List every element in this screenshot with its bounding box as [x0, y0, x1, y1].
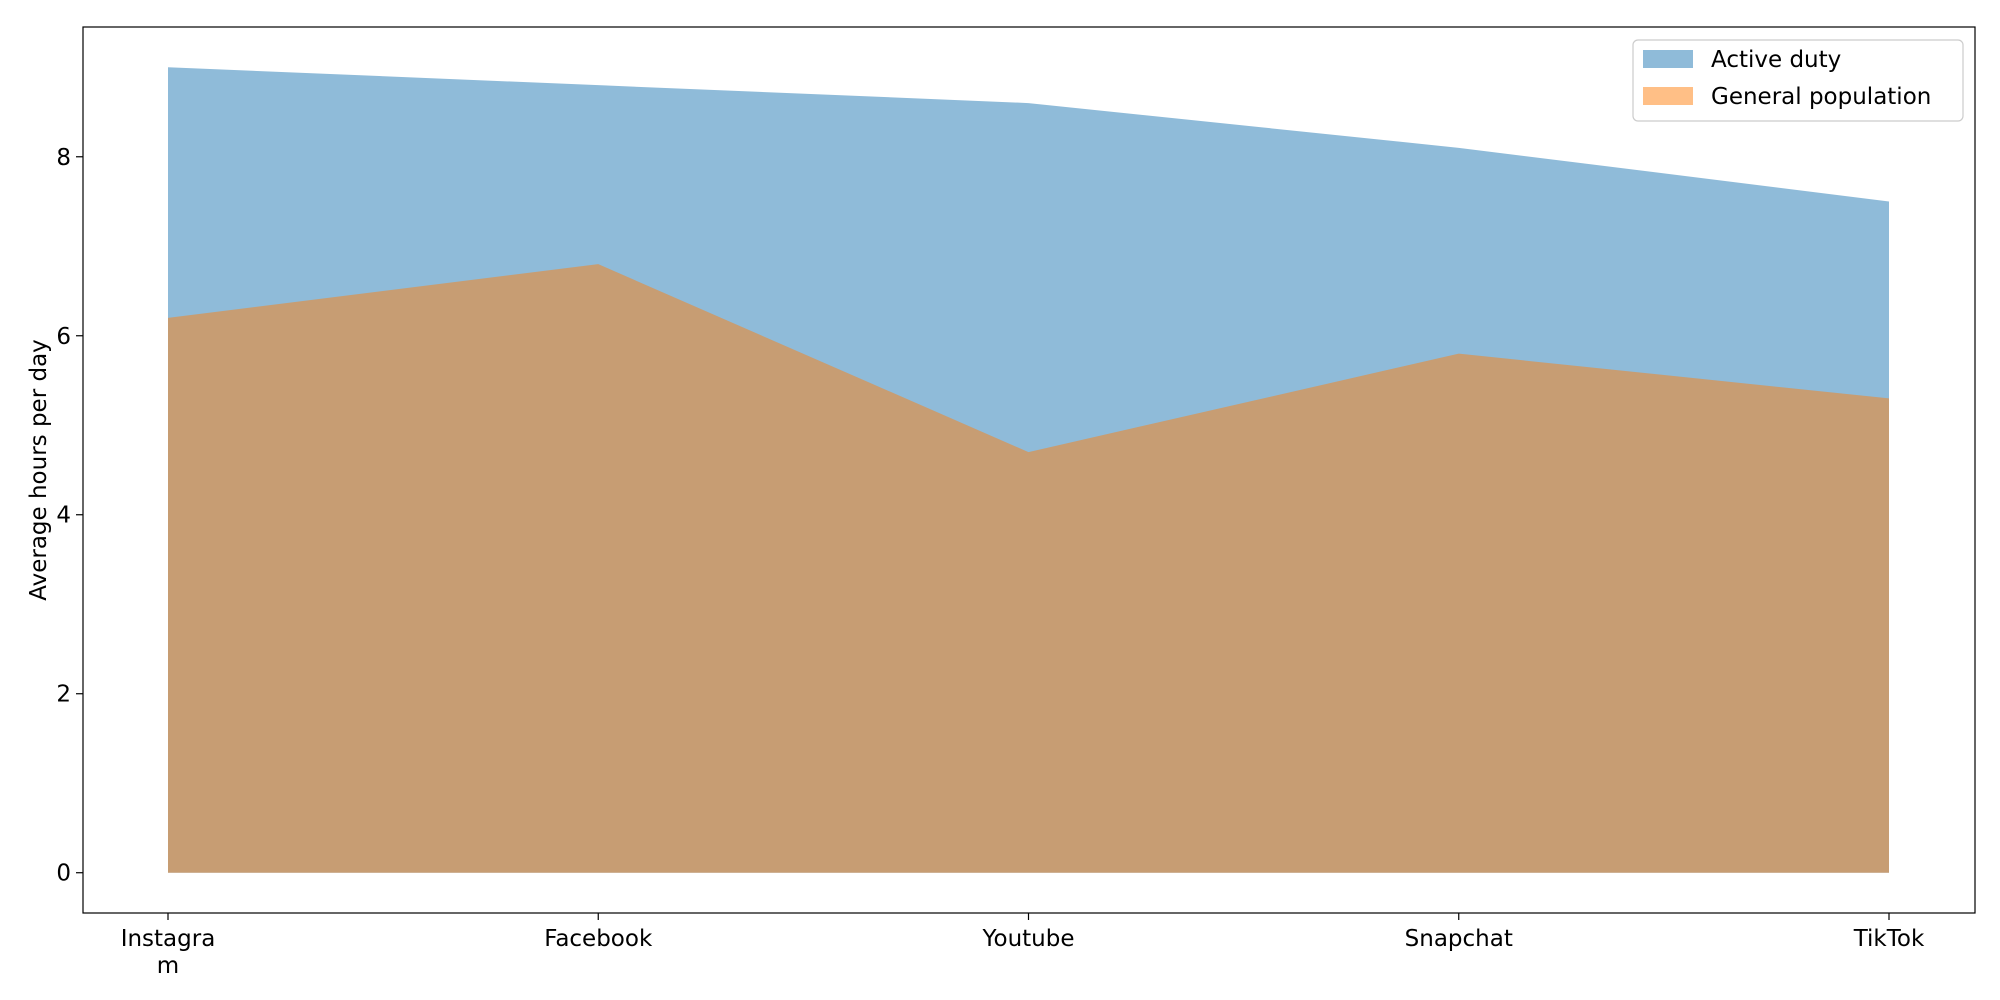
x-tick-label: TikTok [1853, 926, 1925, 952]
series-layer [168, 67, 1889, 873]
y-tick-label: 6 [56, 324, 71, 350]
x-tick-label: Instagra m [121, 926, 216, 979]
y-tick-label: 2 [56, 682, 71, 708]
y-axis: 0 2 4 6 8 [56, 145, 83, 887]
legend-label: General population [1711, 84, 1931, 110]
x-tick-label: Facebook [544, 926, 653, 952]
legend-swatch [1643, 87, 1693, 105]
y-axis-title: Average hours per day [26, 339, 52, 601]
legend-label: Active duty [1711, 47, 1841, 73]
x-tick-label: Snapchat [1405, 926, 1513, 952]
legend-swatch [1643, 50, 1693, 68]
x-axis: Instagra m Facebook Youtube Snapchat TikTok [121, 913, 1925, 979]
x-tick-label: Youtube [982, 926, 1075, 952]
legend-box [1632, 39, 1964, 122]
y-tick-label: 4 [56, 503, 71, 529]
y-tick-label: 8 [56, 145, 71, 171]
legend-item-general-population: General population [1643, 84, 1931, 110]
area-general-population [168, 264, 1889, 873]
y-tick-label: 0 [56, 861, 71, 887]
legend: Active duty General population [1632, 39, 1964, 122]
series-general-population [168, 264, 1889, 873]
legend-item-active-duty: Active duty [1643, 47, 1841, 73]
